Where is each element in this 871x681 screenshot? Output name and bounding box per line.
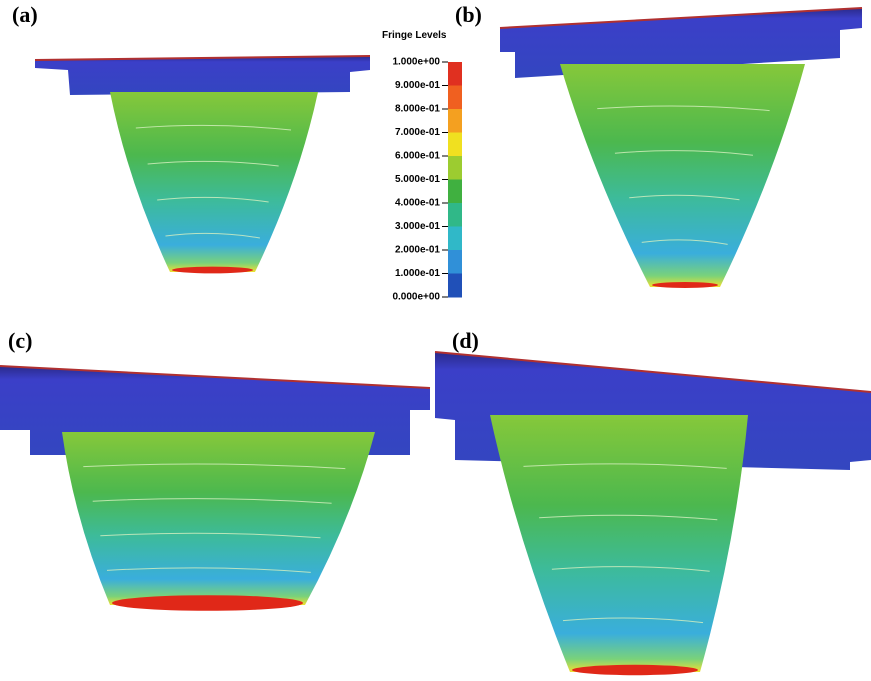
cup xyxy=(490,415,748,672)
legend-tick-label: 1.000e+00 xyxy=(392,57,440,68)
cup-bottom xyxy=(572,664,698,676)
cup-bottom xyxy=(652,282,718,288)
cup-bottom xyxy=(112,595,303,611)
panel-label: (a) xyxy=(12,2,38,27)
contour-line xyxy=(562,617,704,624)
panel: (d) xyxy=(434,328,871,676)
colorbar-band xyxy=(448,179,462,204)
cup xyxy=(62,432,375,605)
contour-line xyxy=(551,566,710,572)
colorbar-band xyxy=(448,156,462,180)
legend-tick-label: 7.000e-01 xyxy=(395,127,440,138)
contour-line xyxy=(92,498,332,504)
legend-tick-label: 4.000e-01 xyxy=(395,198,440,209)
contour-line xyxy=(135,124,292,131)
colorbar-band xyxy=(448,273,462,298)
flange-edge xyxy=(499,7,863,29)
contour-line xyxy=(629,194,740,201)
panel-label: (c) xyxy=(8,328,32,353)
colorbar-band xyxy=(448,109,462,133)
flange-edge xyxy=(434,351,871,393)
flange xyxy=(500,8,862,78)
panel-label: (b) xyxy=(455,2,482,27)
flange-edge xyxy=(0,365,431,389)
cup-bottom xyxy=(172,266,253,274)
panel: (a) xyxy=(12,2,371,274)
contour-line xyxy=(614,150,754,156)
contour-line xyxy=(147,160,279,167)
colorbar-band xyxy=(448,85,462,110)
legend-tick-label: 0.000e+00 xyxy=(392,292,440,303)
colorbar-band xyxy=(448,203,462,227)
legend-tick-label: 2.000e-01 xyxy=(395,245,440,256)
flange xyxy=(35,56,370,95)
legend-tick-label: 1.000e-01 xyxy=(395,268,440,279)
panel-label: (d) xyxy=(452,328,479,353)
cup xyxy=(110,92,318,272)
colorbar-band xyxy=(448,250,462,274)
contour-line xyxy=(165,232,260,239)
contour-line xyxy=(539,514,718,521)
contour-line xyxy=(83,463,346,470)
contour-line xyxy=(523,463,727,469)
colorbar-band xyxy=(448,226,462,251)
contour-line xyxy=(100,532,321,539)
legend-tick-label: 6.000e-01 xyxy=(395,151,440,162)
flange-edge xyxy=(34,55,371,61)
legend-tick-label: 9.000e-01 xyxy=(395,80,440,91)
legend-tick-label: 3.000e-01 xyxy=(395,221,440,232)
panel: (b) xyxy=(455,2,863,288)
legend-tick-label: 5.000e-01 xyxy=(395,174,440,185)
legend: Fringe Levels 1.000e+00 9.000e-01 8.000e-0… xyxy=(382,30,462,303)
contour-line xyxy=(597,105,770,112)
contour-line xyxy=(106,567,311,573)
cup xyxy=(560,64,805,287)
contour-line xyxy=(157,196,269,203)
panel: (c) xyxy=(0,328,431,611)
legend-title: Fringe Levels xyxy=(382,30,447,41)
contour-line xyxy=(641,239,728,245)
colorbar-band xyxy=(448,62,462,86)
legend-tick-label: 8.000e-01 xyxy=(395,104,440,115)
colorbar-band xyxy=(448,132,462,157)
